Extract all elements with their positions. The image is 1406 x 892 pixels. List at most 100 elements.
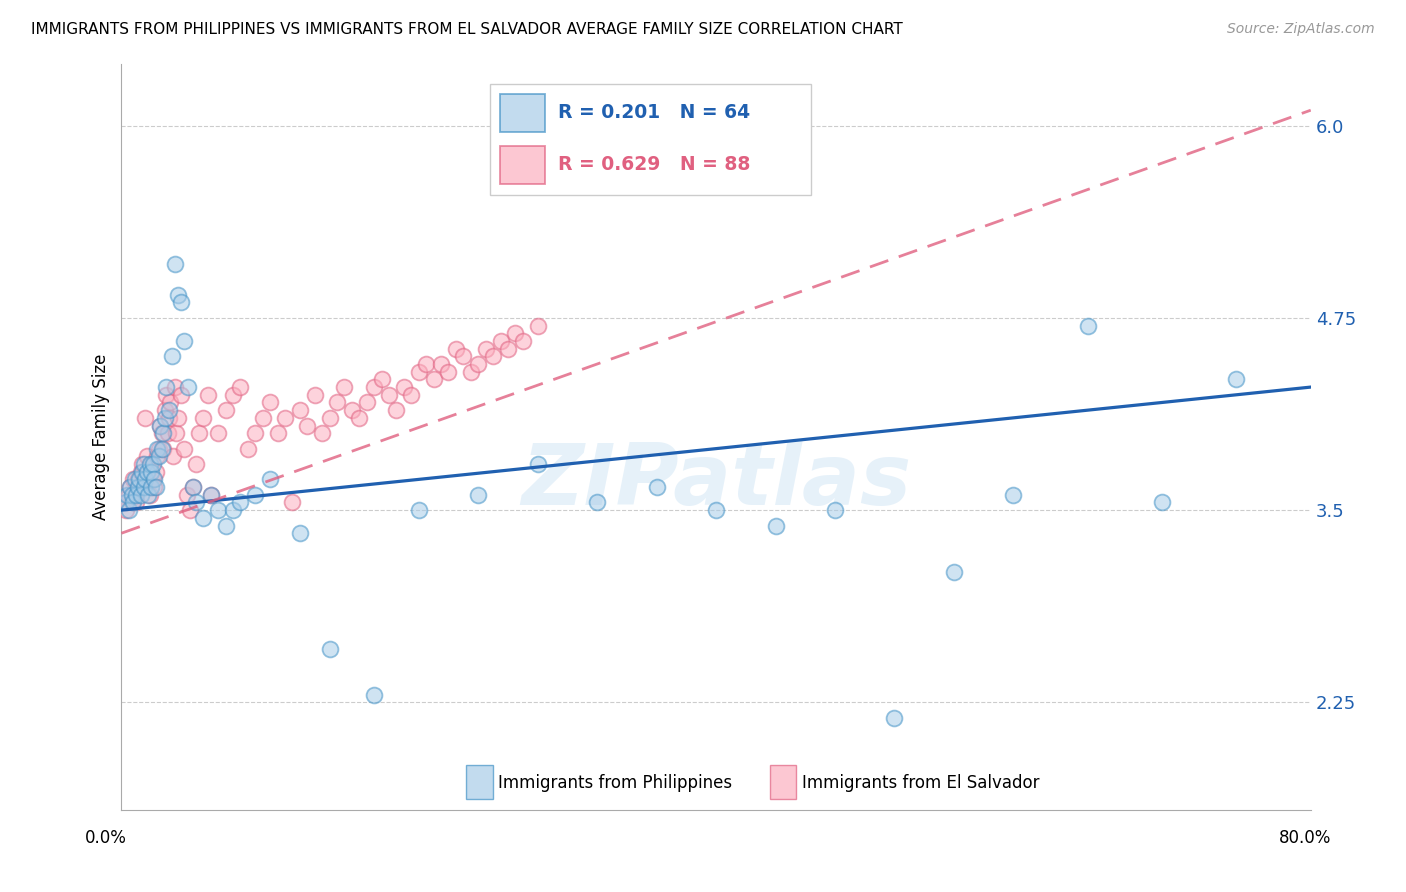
Point (222, 503, 245, 517)
Point (152, 442, 174, 456)
Point (129, 488, 152, 502)
Point (125, 495, 148, 509)
Point (145, 465, 167, 479)
Point (135, 450, 157, 464)
Point (142, 457, 165, 471)
Point (252, 410, 274, 425)
Point (141, 457, 163, 471)
Point (117, 488, 139, 502)
Point (645, 480, 668, 494)
Point (148, 450, 170, 464)
Point (274, 410, 297, 425)
Point (474, 342, 496, 356)
FancyBboxPatch shape (467, 765, 492, 799)
Point (131, 457, 153, 471)
Y-axis label: Average Family Size: Average Family Size (93, 354, 110, 520)
Point (155, 380, 177, 394)
Point (150, 442, 173, 456)
Point (127, 480, 149, 494)
FancyBboxPatch shape (769, 765, 796, 799)
Text: Immigrants from El Salvador: Immigrants from El Salvador (801, 774, 1039, 792)
Point (167, 287, 190, 301)
Text: Source: ZipAtlas.com: Source: ZipAtlas.com (1227, 22, 1375, 37)
Point (131, 465, 153, 479)
Point (135, 465, 157, 479)
Point (408, 365, 430, 379)
Point (157, 410, 180, 425)
Point (162, 450, 184, 464)
Point (156, 426, 179, 441)
Point (245, 488, 267, 502)
Point (512, 334, 534, 348)
Point (385, 403, 408, 417)
Point (129, 465, 152, 479)
Point (1152, 495, 1174, 509)
Point (259, 472, 281, 486)
Point (467, 488, 489, 502)
Point (143, 480, 166, 494)
Point (127, 472, 149, 486)
Point (586, 495, 609, 509)
Point (115, 495, 138, 509)
Point (297, 418, 319, 433)
Point (356, 395, 378, 409)
Point (526, 318, 548, 333)
Point (177, 380, 200, 394)
Point (200, 488, 222, 502)
Point (170, 388, 193, 402)
Point (120, 480, 142, 494)
Point (155, 388, 177, 402)
Point (134, 472, 156, 486)
Point (124, 472, 146, 486)
Point (288, 526, 311, 541)
Point (122, 472, 145, 486)
Point (942, 565, 965, 579)
Point (1225, 372, 1247, 386)
Point (138, 457, 160, 471)
Point (132, 472, 155, 486)
Point (236, 442, 259, 456)
Point (121, 488, 143, 502)
Point (184, 457, 207, 471)
Point (118, 503, 141, 517)
Point (170, 295, 193, 310)
Point (333, 380, 356, 394)
Point (117, 495, 139, 509)
Point (704, 503, 727, 517)
Point (340, 403, 363, 417)
Point (115, 503, 138, 517)
Point (122, 495, 145, 509)
Point (136, 488, 159, 502)
Point (318, 641, 340, 656)
Point (281, 495, 304, 509)
Text: 0.0%: 0.0% (84, 829, 127, 847)
Point (125, 488, 148, 502)
Point (157, 403, 180, 417)
Point (207, 503, 229, 517)
Point (167, 410, 190, 425)
Point (150, 426, 173, 441)
Point (136, 465, 159, 479)
Point (132, 457, 155, 471)
Point (349, 410, 371, 425)
Point (214, 403, 236, 417)
Text: 80.0%: 80.0% (1278, 829, 1331, 847)
Point (505, 326, 527, 341)
Point (118, 488, 141, 502)
Point (146, 450, 169, 464)
Point (146, 442, 169, 456)
Point (187, 426, 209, 441)
Point (437, 365, 460, 379)
Point (152, 426, 174, 441)
Point (482, 349, 505, 363)
Point (214, 518, 236, 533)
Point (181, 480, 204, 494)
Point (311, 426, 333, 441)
Point (460, 365, 482, 379)
Point (489, 334, 512, 348)
Point (141, 465, 163, 479)
Point (526, 457, 548, 471)
Point (245, 426, 267, 441)
Point (304, 388, 326, 402)
Point (149, 418, 172, 433)
